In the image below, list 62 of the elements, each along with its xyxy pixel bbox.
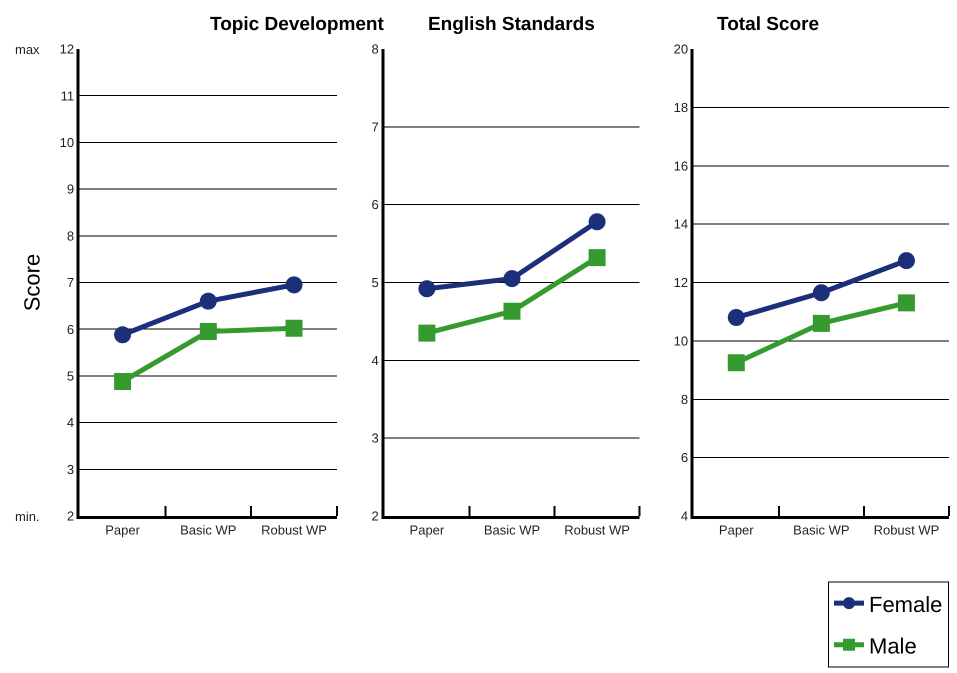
x-tick-label: Paper — [410, 522, 445, 538]
chart-title: English Standards — [428, 14, 595, 35]
point — [418, 280, 436, 298]
y-tick-label: 14 — [674, 216, 688, 232]
x-tick-label: Basic WP — [180, 522, 236, 538]
x-tick-label: Basic WP — [484, 522, 540, 538]
y-tick-label: 4 — [680, 508, 688, 524]
y-tick-label: 8 — [680, 392, 688, 407]
point — [898, 252, 915, 270]
y-tick-label: 6 — [66, 322, 74, 337]
y-tick-label: 18 — [674, 100, 688, 115]
point — [114, 373, 132, 390]
point — [812, 284, 830, 302]
x-tick-label: Basic WP — [793, 522, 850, 538]
x-tick-label: Paper — [718, 522, 754, 538]
point — [728, 309, 745, 326]
point — [503, 270, 520, 288]
y-tick-label: 5 — [66, 368, 74, 384]
text: max — [15, 42, 40, 57]
chart-title: Total Score — [717, 14, 820, 35]
y-tick-label: 7 — [372, 119, 379, 134]
chart-title: Topic Development — [210, 14, 385, 35]
point — [588, 249, 606, 266]
point — [286, 320, 303, 337]
y-tick-label: 10 — [60, 134, 74, 150]
y-tick-label: 3 — [372, 430, 379, 446]
point — [588, 213, 606, 230]
y-tick-label: 5 — [372, 275, 379, 290]
legend-label: Female — [869, 592, 942, 617]
point — [114, 326, 132, 344]
text: min. — [15, 509, 40, 524]
y-tick-label: 4 — [66, 415, 74, 430]
y-tick-label: 3 — [66, 462, 74, 477]
point — [200, 323, 217, 340]
y-tick-label: 8 — [66, 228, 74, 244]
point — [418, 324, 436, 342]
y-tick-label: 12 — [674, 275, 688, 290]
x-tick-label: Robust WP — [874, 522, 940, 538]
point — [728, 354, 745, 372]
point — [200, 292, 217, 310]
point — [286, 276, 303, 294]
y-tick-label: 7 — [66, 275, 74, 290]
y-tick-label: 2 — [372, 508, 379, 524]
point — [503, 302, 520, 320]
x-tick-label: Paper — [105, 522, 141, 538]
y-tick-label: 20 — [674, 42, 688, 57]
y-tick-label: 16 — [674, 158, 688, 174]
y-tick-label: 12 — [60, 42, 74, 57]
y-tick-label: 9 — [66, 182, 74, 197]
x-tick-label: Robust WP — [564, 522, 630, 538]
point — [898, 294, 915, 312]
y-tick-label: 4 — [372, 352, 379, 368]
y-tick-label: 6 — [372, 197, 379, 212]
y-tick-label: 2 — [66, 508, 74, 524]
legend-label: Male — [869, 633, 917, 658]
y-tick-label: 8 — [372, 42, 379, 57]
y-axis-title: Score — [19, 254, 44, 312]
y-tick-label: 11 — [60, 88, 74, 104]
x-tick-label: Robust WP — [261, 522, 327, 538]
y-tick-label: 10 — [674, 333, 688, 348]
point — [812, 314, 830, 332]
y-tick-label: 6 — [680, 450, 688, 466]
